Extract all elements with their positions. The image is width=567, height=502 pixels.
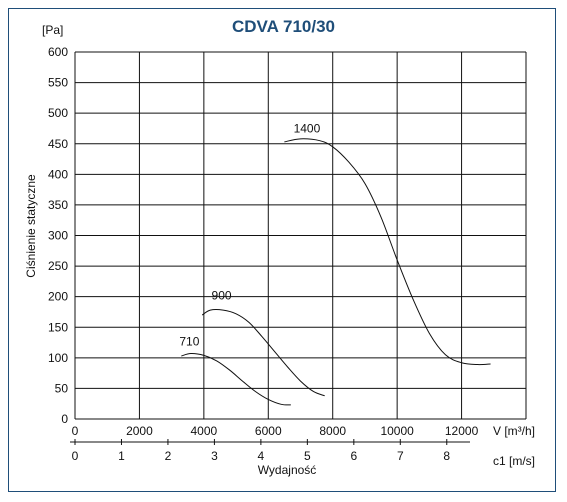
y-tick-label: 500 bbox=[48, 106, 68, 120]
y-tick-label: 50 bbox=[55, 381, 69, 395]
curve-label-900: 900 bbox=[212, 289, 232, 303]
y-tick-label: 350 bbox=[48, 198, 68, 212]
curve-710 bbox=[181, 353, 291, 406]
y-unit-label: [Pa] bbox=[42, 23, 63, 37]
y-tick-label: 600 bbox=[48, 45, 68, 59]
x-tick-label: 10000 bbox=[380, 424, 414, 438]
y-tick-label: 250 bbox=[48, 259, 68, 273]
x-axis-label: Wydajność bbox=[258, 463, 317, 477]
x-tick-label: 6000 bbox=[255, 424, 282, 438]
secondary-tick-label: 8 bbox=[443, 449, 450, 463]
secondary-tick-label: 3 bbox=[211, 449, 218, 463]
x-tick-label: 4000 bbox=[191, 424, 218, 438]
grid bbox=[70, 51, 527, 445]
x-unit-primary: V [m³/h] bbox=[493, 424, 535, 438]
y-tick-label: 300 bbox=[48, 229, 68, 243]
curve-900 bbox=[201, 309, 325, 397]
secondary-tick-label: 4 bbox=[258, 449, 265, 463]
x-tick-label: 2000 bbox=[126, 424, 153, 438]
chart-title: CDVA 710/30 bbox=[232, 17, 335, 36]
secondary-tick-label: 7 bbox=[397, 449, 404, 463]
y-tick-label: 100 bbox=[48, 351, 68, 365]
x-tick-label: 0 bbox=[72, 424, 79, 438]
y-axis-label: Ciśnienie statyczne bbox=[24, 174, 38, 278]
secondary-tick-label: 6 bbox=[350, 449, 357, 463]
x-unit-secondary: c1 [m/s] bbox=[493, 454, 535, 468]
x-tick-label: 12000 bbox=[445, 424, 479, 438]
curve-1400 bbox=[284, 138, 491, 366]
y-tick-label: 200 bbox=[48, 290, 68, 304]
curves bbox=[181, 138, 491, 406]
y-tick-label: 0 bbox=[61, 412, 68, 426]
y-tick-label: 550 bbox=[48, 76, 68, 90]
secondary-tick-label: 1 bbox=[118, 449, 125, 463]
chart-frame bbox=[8, 8, 556, 492]
curve-label-1400: 1400 bbox=[294, 122, 321, 136]
y-tick-label: 450 bbox=[48, 137, 68, 151]
curve-label-710: 710 bbox=[179, 335, 199, 349]
y-tick-label: 400 bbox=[48, 167, 68, 181]
secondary-tick-label: 5 bbox=[304, 449, 311, 463]
secondary-tick-label: 2 bbox=[165, 449, 172, 463]
y-tick-label: 150 bbox=[48, 320, 68, 334]
x-tick-label: 8000 bbox=[319, 424, 346, 438]
secondary-tick-label: 0 bbox=[72, 449, 79, 463]
